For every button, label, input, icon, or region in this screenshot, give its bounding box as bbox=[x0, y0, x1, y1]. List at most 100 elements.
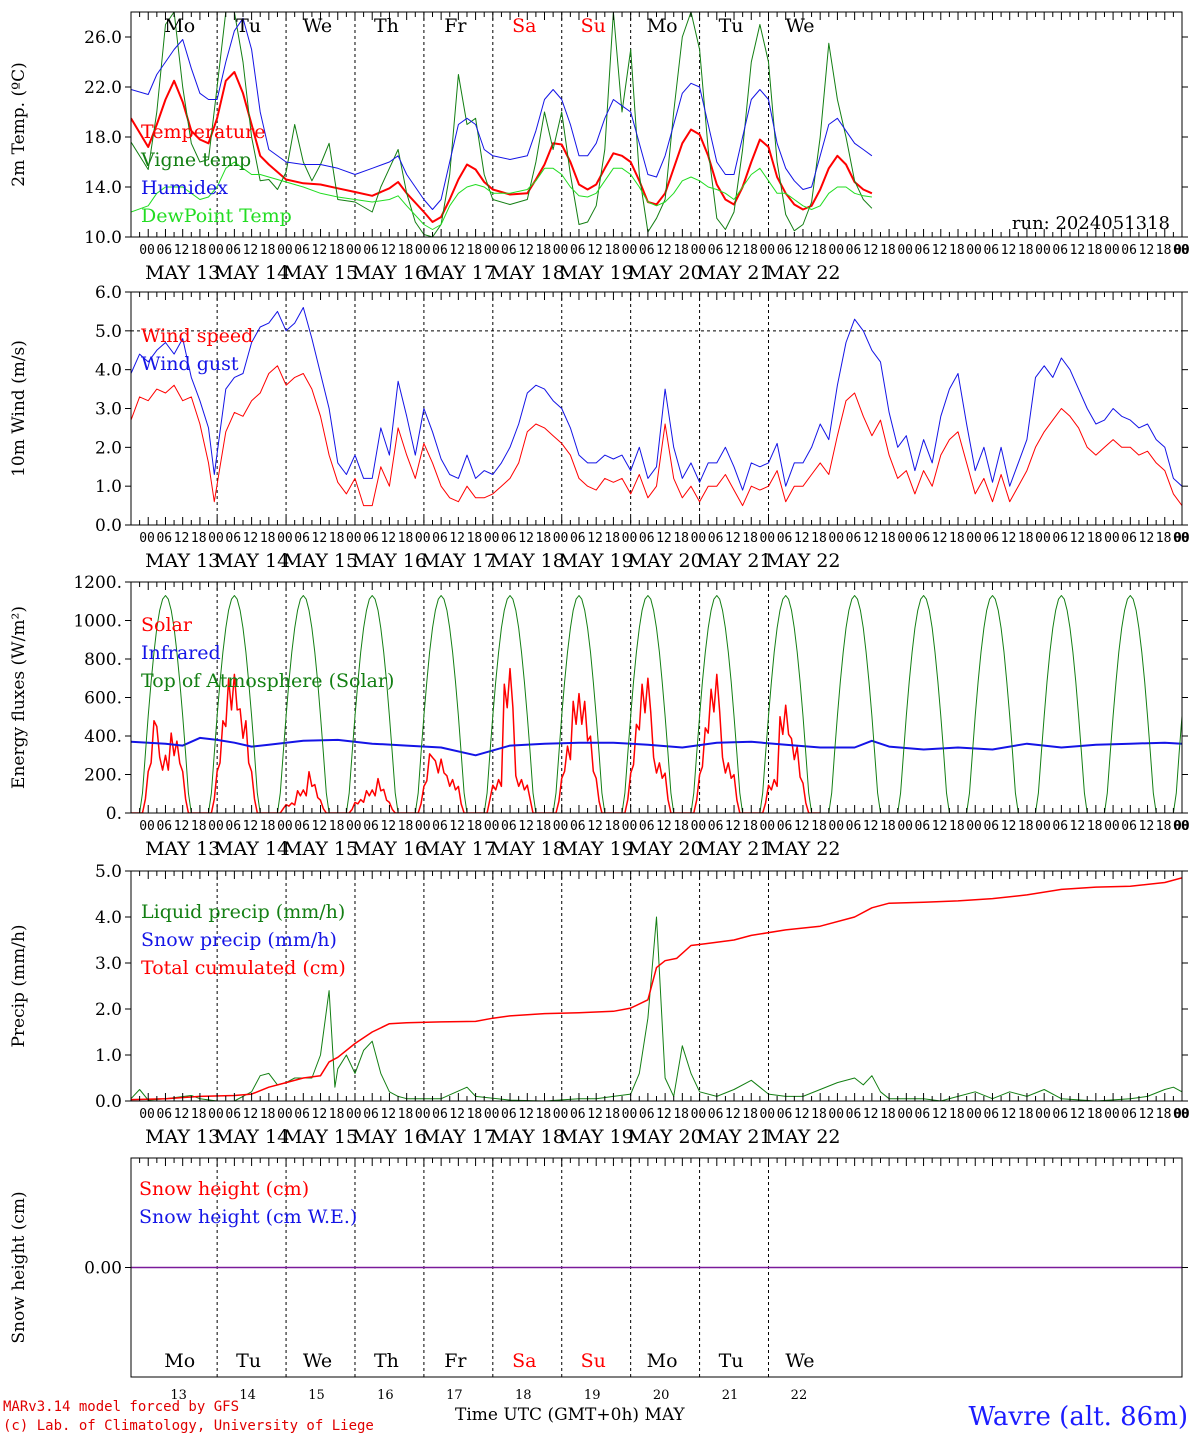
panel-3-hour-label: 18 bbox=[811, 819, 827, 834]
panel-1-series-humidex bbox=[131, 17, 873, 210]
panel-2-hour-label: 06 bbox=[294, 531, 310, 546]
panel-1-date-label: MAY 22 bbox=[765, 262, 840, 284]
panel-4-date-label: MAY 14 bbox=[214, 1126, 289, 1148]
panel-4-series-total-cumulated-cm- bbox=[131, 877, 1182, 1101]
panel-4-hour-label: 12 bbox=[1070, 1107, 1086, 1122]
panel-2-hour-label: 12 bbox=[518, 531, 534, 546]
panel-1-hour-label: 12 bbox=[587, 243, 603, 258]
panel-1-weekday: Th bbox=[374, 15, 399, 37]
panel-4-hour-label: 18 bbox=[880, 1107, 896, 1122]
panel-1-hour-label: 06 bbox=[432, 243, 448, 258]
panel-1-hour-label: 12 bbox=[312, 243, 328, 258]
panel-1-hour-label: 06 bbox=[363, 243, 379, 258]
panel-1-hour-label: 12 bbox=[1139, 243, 1155, 258]
panel-5-weekday: Mo bbox=[647, 1350, 678, 1372]
panel-3-hour-label: 06 bbox=[1121, 819, 1137, 834]
panel-1-weekday: Mo bbox=[647, 15, 678, 37]
panel-3-hour-label: 00 bbox=[277, 819, 293, 834]
panel-4-date-label: MAY 21 bbox=[696, 1126, 771, 1148]
panel-5-day-number: 14 bbox=[239, 1388, 256, 1403]
panel-2-hour-label-final: 00 bbox=[1174, 531, 1190, 546]
panel-4-hour-label: 00 bbox=[622, 1107, 638, 1122]
panel-1-hour-label: 12 bbox=[794, 243, 810, 258]
panel-1-hour-label: 06 bbox=[708, 243, 724, 258]
model-line: MARv3.14 model forced by GFS bbox=[3, 1399, 240, 1415]
panel-5-day-number: 15 bbox=[308, 1388, 325, 1403]
panel-4-hour-label: 12 bbox=[725, 1107, 741, 1122]
panel-4-hour-label: 06 bbox=[570, 1107, 586, 1122]
panel-3-hour-label: 06 bbox=[570, 819, 586, 834]
panel-1-date-label: MAY 21 bbox=[696, 262, 771, 284]
panel-5-day-number: 18 bbox=[515, 1388, 532, 1403]
panel-4-hour-label: 06 bbox=[983, 1107, 999, 1122]
panel-3-hour-label: 00 bbox=[208, 819, 224, 834]
panel-4-hour-label: 12 bbox=[518, 1107, 534, 1122]
panel-3-hour-label: 18 bbox=[1156, 819, 1172, 834]
panel-2-date-label: MAY 21 bbox=[696, 550, 771, 572]
panel-2-hour-label: 06 bbox=[777, 531, 793, 546]
panel-3-hour-label: 18 bbox=[536, 819, 552, 834]
panel-1-series-dewpoint-temp bbox=[131, 161, 872, 230]
panel-4-hour-label: 06 bbox=[639, 1107, 655, 1122]
panel-4-hour-label: 06 bbox=[1121, 1107, 1137, 1122]
panel-2-hour-label: 00 bbox=[759, 531, 775, 546]
panel-4-hour-label: 18 bbox=[742, 1107, 758, 1122]
panel-3-ytick-label: 600. bbox=[84, 689, 122, 709]
panel-4-legend-2: Total cumulated (cm) bbox=[141, 957, 346, 979]
panel-2-ytick-label: 6.0 bbox=[95, 283, 122, 303]
panel-3-series-infrared bbox=[131, 736, 1182, 757]
panel-1-hour-label: 18 bbox=[191, 243, 207, 258]
panel-1-hour-label: 12 bbox=[380, 243, 396, 258]
panel-1-legend-3: DewPoint Temp bbox=[141, 205, 292, 227]
panel-3-hour-label: 06 bbox=[639, 819, 655, 834]
panel-1-hour-label: 12 bbox=[1001, 243, 1017, 258]
panel-3-hour-label: 00 bbox=[622, 819, 638, 834]
panel-4-date-label: MAY 16 bbox=[352, 1126, 427, 1148]
panel-4-date-label: MAY 20 bbox=[628, 1126, 703, 1148]
panel-2-hour-label: 12 bbox=[656, 531, 672, 546]
panel-4-date-label: MAY 19 bbox=[559, 1126, 634, 1148]
panel-4-hour-label-final: 00 bbox=[1174, 1107, 1190, 1122]
panel-2-date-label: MAY 16 bbox=[352, 550, 427, 572]
panel-1-hour-label: 00 bbox=[277, 243, 293, 258]
panel-5-day-number: 17 bbox=[446, 1388, 463, 1403]
panel-2-hour-label: 06 bbox=[983, 531, 999, 546]
panel-2-hour-label: 06 bbox=[156, 531, 172, 546]
panel-3-series-solar bbox=[131, 667, 821, 813]
panel-3-legend-0: Solar bbox=[141, 614, 193, 636]
panel-3-date-label: MAY 18 bbox=[490, 838, 565, 860]
panel-3-hour-label: 12 bbox=[863, 819, 879, 834]
panel-3-date-label: MAY 15 bbox=[283, 838, 358, 860]
panel-3-hour-label: 12 bbox=[243, 819, 259, 834]
panel-4-hour-label: 00 bbox=[1104, 1107, 1120, 1122]
panel-2-date-label: MAY 22 bbox=[765, 550, 840, 572]
panel-1-hour-label: 00 bbox=[139, 243, 155, 258]
panel-4-legend-0: Liquid precip (mm/h) bbox=[141, 901, 345, 923]
panel-2-frame bbox=[130, 291, 1183, 526]
panel-3-hour-label: 00 bbox=[897, 819, 913, 834]
panel-1-hour-label: 06 bbox=[294, 243, 310, 258]
panel-4-hour-label: 06 bbox=[708, 1107, 724, 1122]
panel-3-ytick-label: 800. bbox=[84, 650, 122, 670]
panel-3-hour-label: 00 bbox=[346, 819, 362, 834]
panel-5-weekday: Th bbox=[374, 1350, 399, 1372]
panel-3-date-label: MAY 22 bbox=[765, 838, 840, 860]
panel-2-hour-label: 18 bbox=[536, 531, 552, 546]
panel-3-ytick-label: 0. bbox=[106, 804, 122, 824]
panel-2-hour-label: 00 bbox=[691, 531, 707, 546]
panel-4-hour-label: 00 bbox=[897, 1107, 913, 1122]
panel-3-hour-label: 18 bbox=[880, 819, 896, 834]
panel-4-hour-label: 12 bbox=[587, 1107, 603, 1122]
panel-3-hour-label: 00 bbox=[553, 819, 569, 834]
panel-4-hour-label: 12 bbox=[312, 1107, 328, 1122]
panel-2-hour-label: 00 bbox=[208, 531, 224, 546]
panel-3-hour-label: 18 bbox=[742, 819, 758, 834]
panel-3-date-label: MAY 13 bbox=[145, 838, 220, 860]
panel-4-hour-label: 18 bbox=[398, 1107, 414, 1122]
panel-3-hour-label: 18 bbox=[1087, 819, 1103, 834]
panel-3-hour-label-final: 00 bbox=[1174, 819, 1190, 834]
panel-2-legend-1: Wind gust bbox=[141, 353, 239, 375]
panel-4-hour-label: 00 bbox=[553, 1107, 569, 1122]
panel-2-hour-label: 12 bbox=[587, 531, 603, 546]
panel-1-date-label: MAY 14 bbox=[214, 262, 289, 284]
